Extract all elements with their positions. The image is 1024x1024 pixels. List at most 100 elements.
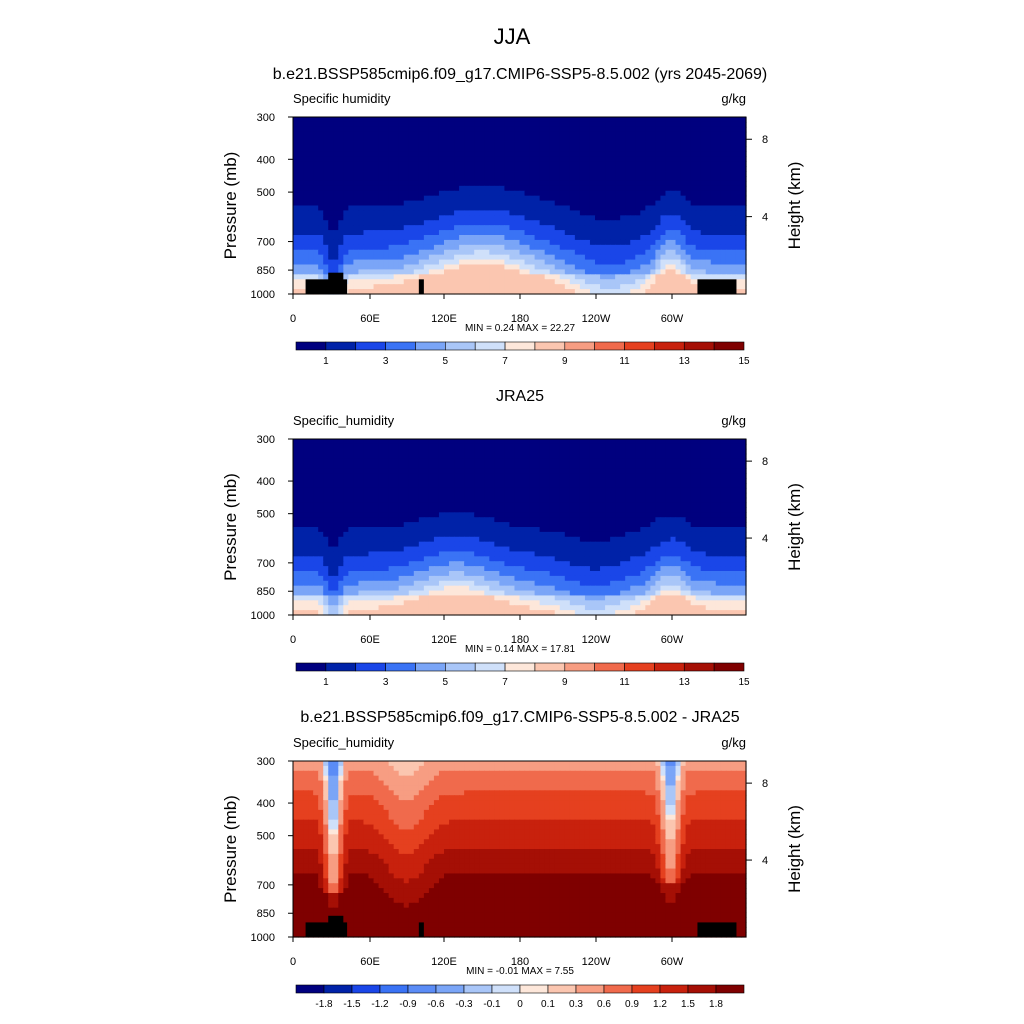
field-cell	[529, 180, 536, 187]
field-cell	[328, 171, 334, 177]
field-cell	[710, 235, 717, 241]
field-cell	[474, 502, 480, 509]
field-cell	[393, 507, 400, 513]
field-cell	[665, 269, 672, 275]
field-cell	[730, 215, 737, 221]
field-cell	[373, 195, 380, 202]
field-cell	[680, 146, 687, 153]
field-cell	[393, 230, 400, 236]
field-cell	[459, 517, 465, 523]
field-cell	[519, 502, 526, 509]
field-cell	[595, 522, 601, 528]
field-cell	[730, 468, 737, 474]
field-cell	[610, 487, 616, 494]
field-cell	[524, 507, 531, 513]
field-cell	[338, 176, 344, 182]
field-cell	[589, 225, 596, 231]
field-cell	[665, 239, 672, 246]
field-cell	[544, 200, 551, 207]
field-cell	[499, 492, 505, 499]
field-cell	[333, 166, 339, 172]
field-cell	[559, 225, 566, 231]
field-cell	[459, 136, 465, 143]
field-cell	[433, 448, 440, 455]
field-cell	[398, 185, 405, 192]
field-cell	[459, 190, 465, 197]
field-cell	[710, 190, 717, 197]
field-cell	[595, 195, 601, 202]
field-cell	[338, 225, 344, 231]
field-cell	[660, 156, 667, 162]
field-cell	[398, 195, 405, 202]
field-cell	[615, 527, 621, 533]
field-cell	[408, 507, 415, 513]
field-cell	[625, 458, 631, 465]
field-cell	[645, 284, 651, 290]
field-cell	[509, 195, 516, 202]
field-cell	[333, 156, 339, 162]
field-cell	[494, 439, 500, 445]
field-cell	[559, 527, 566, 533]
field-cell	[338, 483, 344, 489]
field-cell	[428, 284, 435, 290]
field-cell	[519, 274, 526, 280]
field-cell	[715, 497, 722, 504]
field-cell	[514, 200, 521, 207]
field-cell	[298, 180, 304, 187]
field-cell	[504, 220, 511, 226]
field-cell	[338, 254, 344, 261]
field-cell	[459, 443, 465, 450]
field-cell	[413, 284, 420, 290]
field-cell	[373, 259, 380, 266]
field-cell	[589, 478, 596, 484]
field-cell	[705, 146, 712, 153]
field-cell	[308, 439, 314, 445]
field-cell	[484, 195, 490, 202]
field-cell	[675, 136, 682, 143]
field-cell	[418, 478, 425, 484]
field-cell	[469, 254, 475, 261]
field-cell	[313, 458, 319, 465]
field-cell	[539, 126, 546, 133]
field-cell	[635, 210, 641, 216]
field-cell	[504, 439, 511, 445]
field-cell	[620, 176, 626, 182]
field-cell	[600, 117, 606, 123]
field-cell	[524, 439, 531, 445]
field-cell	[740, 483, 747, 489]
field-cell	[529, 264, 536, 271]
field-cell	[504, 468, 511, 474]
field-cell	[433, 244, 440, 251]
field-cell	[378, 448, 385, 455]
field-cell	[685, 230, 692, 236]
field-cell	[655, 448, 662, 455]
field-cell	[504, 522, 511, 528]
field-cell	[303, 527, 309, 533]
field-cell	[474, 497, 480, 504]
field-cell	[564, 492, 571, 499]
field-cell	[720, 512, 727, 518]
field-cell	[464, 487, 470, 494]
field-cell	[438, 200, 445, 207]
field-cell	[308, 195, 314, 202]
field-cell	[579, 230, 586, 236]
field-cell	[544, 458, 551, 465]
field-cell	[454, 176, 460, 182]
field-cell	[459, 512, 465, 518]
field-cell	[494, 497, 500, 504]
field-cell	[474, 200, 480, 207]
field-cell	[393, 146, 400, 153]
field-cell	[464, 156, 470, 162]
field-cell	[645, 131, 651, 138]
field-cell	[514, 512, 521, 518]
field-cell	[645, 453, 651, 460]
field-cell	[740, 185, 747, 192]
field-cell	[705, 522, 712, 528]
field-cell	[635, 284, 641, 290]
field-cell	[403, 458, 410, 465]
field-cell	[318, 171, 324, 177]
field-cell	[318, 522, 324, 528]
field-cell	[680, 161, 687, 167]
field-cell	[554, 131, 561, 138]
field-cell	[544, 478, 551, 484]
